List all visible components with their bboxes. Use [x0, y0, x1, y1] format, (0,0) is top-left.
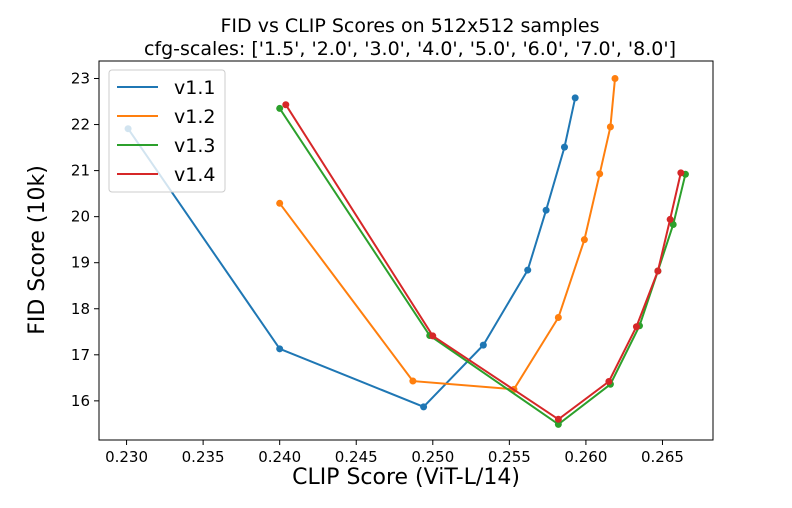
- data-point: [554, 415, 562, 423]
- data-point: [276, 199, 284, 207]
- data-point: [282, 101, 290, 109]
- x-tick-label: 0.255: [488, 448, 531, 466]
- x-axis-label: CLIP Score (ViT-L/14): [292, 465, 520, 490]
- y-tick-label: 18: [71, 300, 90, 318]
- y-tick-label: 22: [71, 116, 90, 134]
- series-line: [278, 107, 687, 426]
- series-layer: [124, 74, 689, 428]
- y-tick-label: 23: [71, 69, 90, 87]
- data-point: [669, 220, 677, 228]
- data-point: [654, 267, 662, 275]
- data-point: [554, 314, 562, 322]
- x-axis: 0.230 0.235 0.240 0.245 0.250 0.255 0.260 0.265: [105, 440, 684, 466]
- x-tick-label: 0.245: [335, 448, 378, 466]
- y-tick-label: 20: [71, 208, 90, 226]
- data-point: [479, 341, 487, 349]
- data-point: [560, 143, 568, 151]
- data-point: [596, 170, 604, 178]
- series-line: [284, 104, 682, 421]
- data-point: [632, 323, 640, 331]
- y-axis: 16 17 18 19 20 21 22 23: [71, 69, 99, 410]
- y-tick-label: 19: [71, 254, 90, 272]
- y-axis-label: FID Score (10k): [25, 165, 50, 335]
- data-point: [420, 403, 428, 411]
- data-point: [580, 236, 588, 244]
- x-tick-label: 0.230: [105, 448, 148, 466]
- series-line: [127, 97, 577, 408]
- x-tick-label: 0.265: [641, 448, 684, 466]
- legend-label: v1.1: [174, 77, 215, 99]
- series-v1.2: [276, 74, 619, 393]
- series-v1.4: [282, 101, 685, 423]
- series-line: [278, 78, 616, 391]
- legend-label: v1.3: [174, 135, 215, 157]
- series-v1.1: [124, 94, 579, 411]
- legend-label: v1.4: [174, 164, 215, 186]
- y-tick-label: 21: [71, 162, 90, 180]
- legend: v1.1 v1.2 v1.3 v1.4: [108, 69, 226, 193]
- data-point: [429, 332, 437, 340]
- x-tick-label: 0.250: [411, 448, 454, 466]
- y-tick-label: 17: [71, 346, 90, 364]
- data-point: [605, 378, 613, 386]
- data-point: [276, 104, 284, 112]
- x-tick-label: 0.235: [182, 448, 225, 466]
- y-tick-label: 16: [71, 392, 90, 410]
- data-point: [554, 420, 562, 428]
- x-tick-label: 0.260: [564, 448, 607, 466]
- data-point: [666, 215, 674, 223]
- data-point: [571, 94, 579, 102]
- data-point: [677, 169, 685, 177]
- data-point: [409, 377, 417, 385]
- legend-box: [108, 69, 226, 193]
- data-point: [542, 206, 550, 214]
- plot-frame: [98, 60, 714, 441]
- data-point: [606, 123, 614, 131]
- legend-label: v1.2: [174, 106, 215, 128]
- chart-title: FID vs CLIP Scores on 512x512 samples: [221, 15, 600, 37]
- series-v1.3: [276, 104, 689, 428]
- x-tick-label: 0.240: [258, 448, 301, 466]
- data-point: [276, 345, 284, 353]
- data-point: [524, 266, 532, 274]
- chart-subtitle: cfg-scales: ['1.5', '2.0', '3.0', '4.0',…: [144, 38, 676, 60]
- data-point: [611, 74, 619, 82]
